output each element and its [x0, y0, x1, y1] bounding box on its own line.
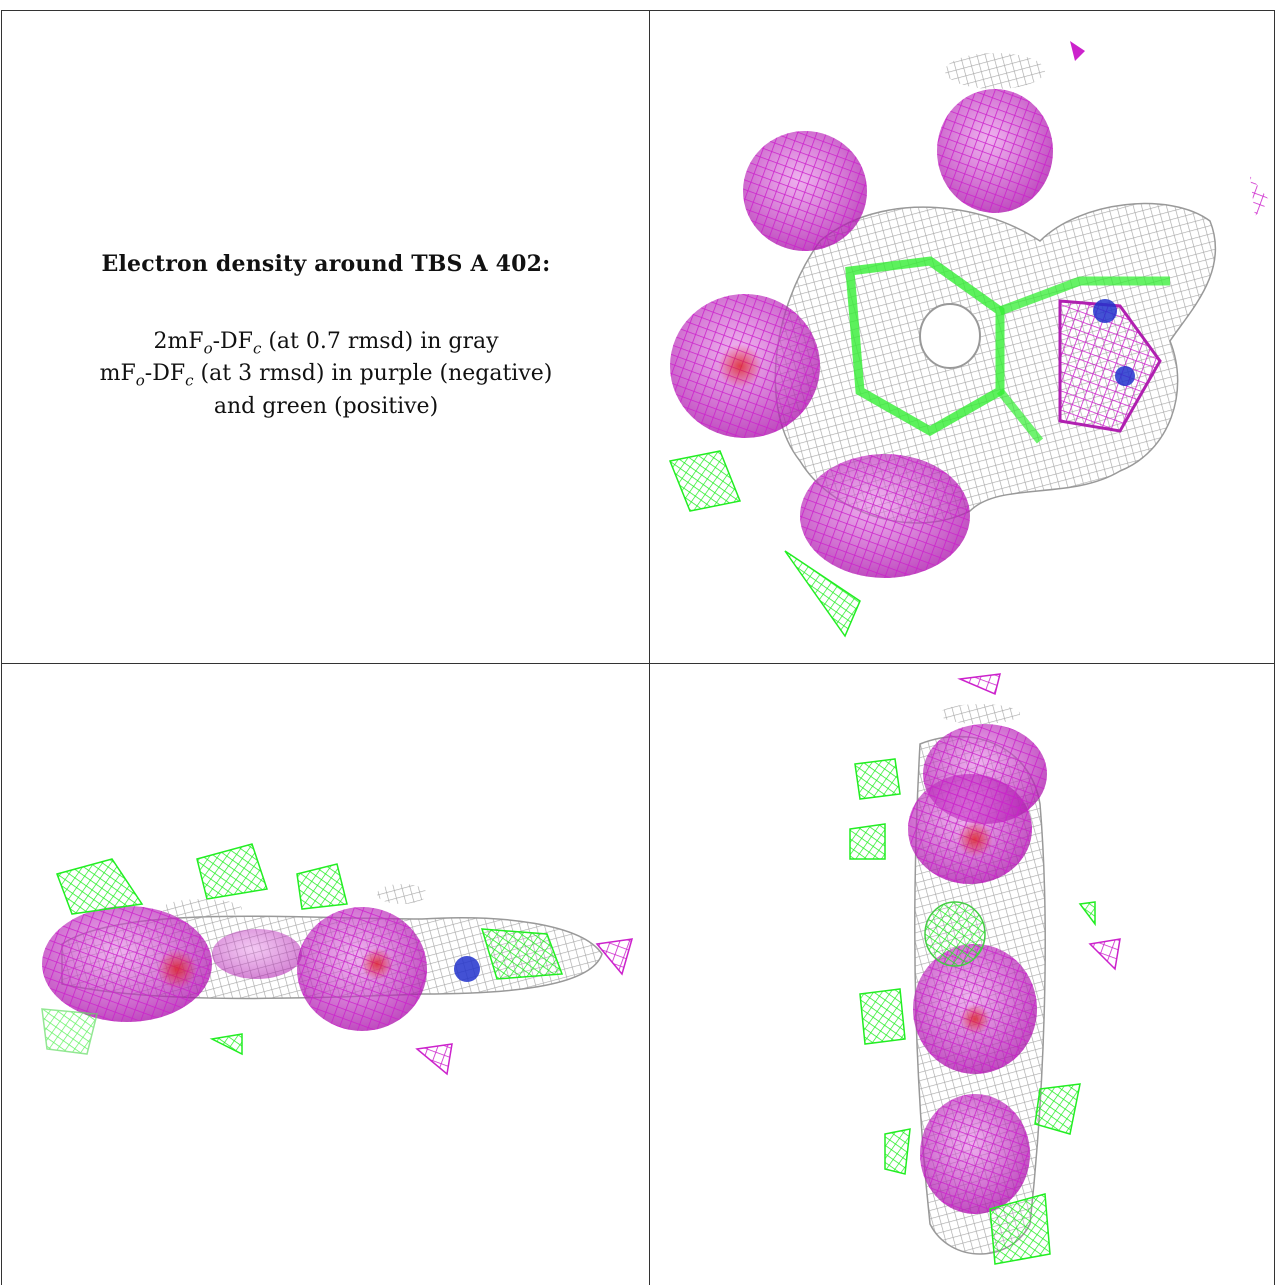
density-view-side-icon — [41, 843, 634, 1076]
caption-line-2fo: 2mFo-DFc (at 0.7 rmsd) in gray — [153, 329, 499, 358]
top-right-view — [650, 11, 1274, 663]
density-view-edge-icon — [849, 673, 1121, 1265]
table-right-border — [1274, 10, 1275, 1285]
density-view-top-icon — [668, 41, 1270, 638]
caption-cell: Electron density around TBS A 402: 2mFo-… — [2, 11, 649, 663]
caption-title: Electron density around TBS A 402: — [101, 251, 551, 277]
bottom-left-view — [2, 664, 649, 1284]
caption-line-fo: mFo-DFc (at 3 rmsd) in purple (negative) — [99, 361, 553, 390]
table-top-border — [1, 10, 1275, 11]
table-left-border — [1, 10, 2, 1285]
bottom-right-view — [650, 664, 1274, 1284]
table-center-border — [649, 10, 650, 1285]
table-middle-border — [1, 663, 1275, 664]
caption-line-green: and green (positive) — [213, 394, 439, 419]
